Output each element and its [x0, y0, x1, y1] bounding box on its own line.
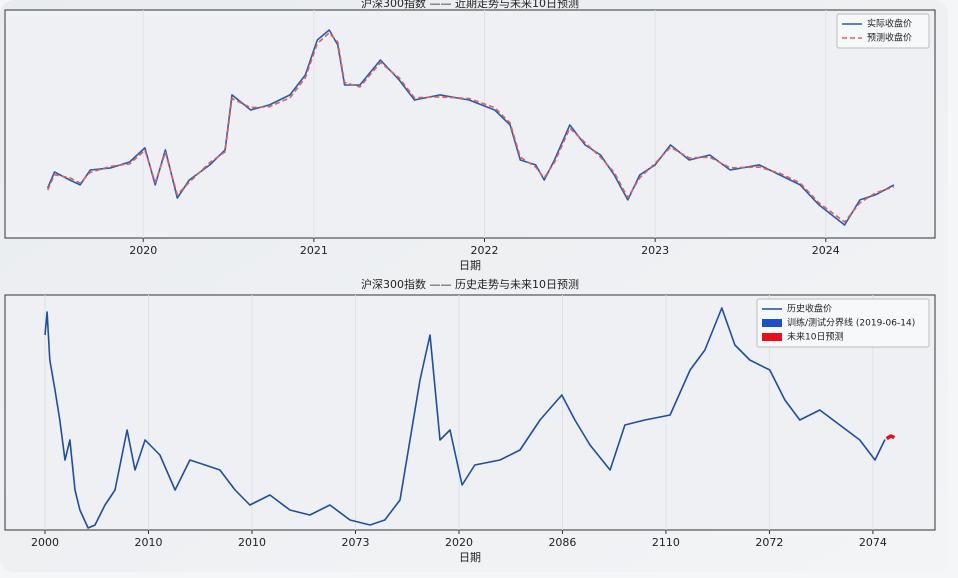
legend-label: 训练/测试分界线 (2019-06-14): [787, 317, 915, 329]
x-axis-label: 日期: [459, 551, 481, 564]
x-tick-label: 2010: [238, 536, 266, 549]
legend-label: 预测收盘价: [867, 32, 912, 44]
x-tick-label: 2023: [641, 244, 669, 257]
x-tick-label: 2020: [445, 536, 473, 549]
x-tick-label: 2020: [129, 244, 157, 257]
x-tick-label: 2024: [812, 244, 840, 257]
x-tick-label: 2110: [652, 536, 680, 549]
x-axis-label: 日期: [459, 259, 481, 272]
x-tick-label: 2010: [135, 536, 163, 549]
series-line: [885, 434, 896, 441]
legend-swatch: [762, 333, 782, 341]
legend-label: 实际收盘价: [867, 18, 912, 30]
x-tick-label: 2073: [341, 536, 369, 549]
chart-title: 沪深300指数 —— 历史走势与未来10日预测: [361, 277, 579, 291]
x-tick-label: 2022: [471, 244, 499, 257]
series-line: [46, 32, 895, 223]
x-tick-label: 2086: [548, 536, 576, 549]
plot-area: [4, 9, 936, 239]
legend-label: 未来10日预测: [787, 331, 843, 343]
x-tick-label: 2021: [300, 244, 328, 257]
legend-box: [756, 298, 930, 348]
series-line: [44, 307, 886, 529]
legend-label: 历史收盘价: [787, 303, 832, 315]
chart-title: 沪深300指数 —— 近期走势与未来10日预测: [361, 0, 579, 10]
legend-box: [836, 13, 930, 49]
x-tick-label: 2000: [31, 536, 59, 549]
x-tick-label: 2074: [859, 536, 887, 549]
legend-swatch: [762, 319, 782, 327]
x-tick-label: 2072: [755, 536, 783, 549]
